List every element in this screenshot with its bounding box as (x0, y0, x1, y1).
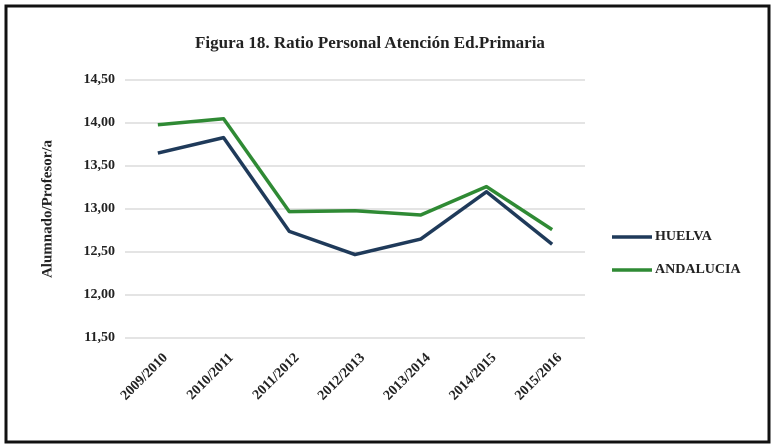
chart-title: Figura 18. Ratio Personal Atención Ed.Pr… (195, 33, 545, 52)
y-tick-label: 13,00 (84, 201, 116, 216)
line-series (157, 135, 554, 257)
x-tick-label: 2015/2016 (512, 350, 565, 403)
y-tick-label: 12,50 (84, 244, 116, 259)
legend-label: HUELVA (655, 229, 713, 244)
x-tick-label: 2011/2012 (250, 350, 302, 402)
line-series (157, 116, 554, 232)
y-tick-label: 14,50 (84, 72, 116, 87)
x-tick-label: 2012/2013 (315, 350, 368, 403)
frame (4, 4, 771, 444)
y-tick-label: 11,50 (84, 330, 115, 345)
y-axis-label: Alumnado/Profesor/a (39, 139, 55, 278)
x-tick-label: 2013/2014 (381, 350, 434, 403)
x-tick-label: 2009/2010 (118, 350, 171, 403)
y-tick-label: 14,00 (84, 115, 116, 130)
x-tick-label: 2010/2011 (184, 350, 236, 402)
y-tick-label: 13,50 (84, 158, 116, 173)
legend-label: ANDALUCIA (655, 262, 741, 277)
y-tick-label: 12,00 (84, 287, 116, 302)
x-tick-label: 2014/2015 (447, 350, 500, 403)
